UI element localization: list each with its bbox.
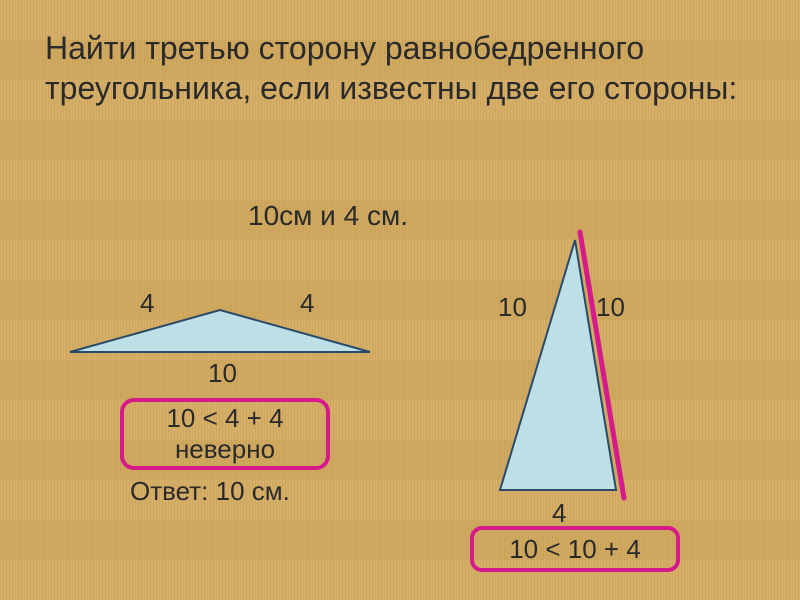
left-ineq-line2: неверно <box>175 434 275 465</box>
right-tri-label-right: 10 <box>596 292 625 323</box>
answer-text: Ответ: 10 см. <box>130 476 290 507</box>
right-tri-label-base: 4 <box>552 498 566 529</box>
right-inequality-box: 10 < 10 + 4 <box>470 526 680 572</box>
slide-content: Найти третью сторону равнобедренного тре… <box>0 0 800 600</box>
left-triangle <box>70 310 370 354</box>
left-ineq-line1: 10 < 4 + 4 <box>166 403 283 434</box>
right-tri-label-left: 10 <box>498 292 527 323</box>
problem-title: Найти третью сторону равнобедренного тре… <box>45 28 760 108</box>
right-triangle-shape <box>500 240 616 490</box>
given-values: 10см и 4 см. <box>248 200 408 232</box>
left-inequality-box: 10 < 4 + 4 неверно <box>120 398 330 470</box>
left-triangle-shape <box>70 310 370 352</box>
right-triangle <box>500 240 630 490</box>
left-tri-label-right: 4 <box>300 288 314 319</box>
right-ineq-line1: 10 < 10 + 4 <box>509 534 641 565</box>
left-tri-label-left: 4 <box>140 288 154 319</box>
left-tri-label-base: 10 <box>208 358 237 389</box>
